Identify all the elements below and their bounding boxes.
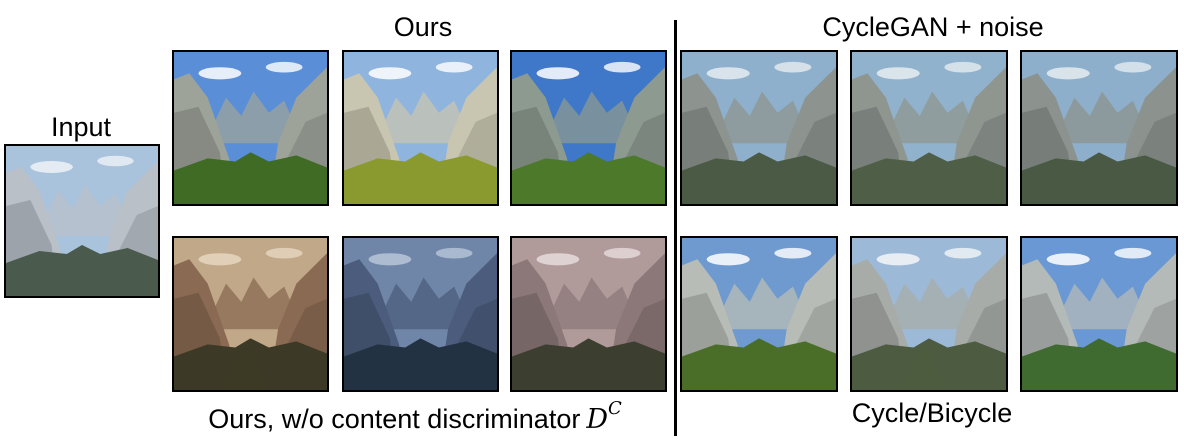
landscape-scene [512,52,665,204]
landscape-scene [344,238,497,390]
landscape-scene [174,238,327,390]
ours-wo-image-1 [172,236,329,392]
cyclegan-noise-image-1 [680,50,838,206]
landscape-scene [682,52,836,204]
cycle-bicycle-image-1 [680,236,838,392]
landscape-scene [682,238,836,390]
ours-image-2 [342,50,499,206]
landscape-scene [1022,52,1176,204]
landscape-scene [1022,238,1176,390]
landscape-scene [6,146,158,296]
input-image [4,144,160,298]
landscape-scene [852,238,1006,390]
cyclegan-noise-image-3 [1020,50,1178,206]
cyclegan-noise-label: CycleGAN + noise [822,12,1044,42]
ours-without-content-discriminator-label: Ours, w/o content discriminator DC [150,398,680,435]
ours-wo-image-2 [342,236,499,392]
landscape-scene [852,52,1006,204]
column-divider [674,20,677,436]
input-label: Input [50,112,112,142]
cycle-bicycle-label: Cycle/Bicycle [851,398,1013,428]
cyclegan-noise-image-2 [850,50,1008,206]
landscape-scene [174,52,327,204]
landscape-scene [512,238,665,390]
cycle-bicycle-image-3 [1020,236,1178,392]
ours-label: Ours [393,12,453,42]
discriminator-symbol: DC [586,398,622,435]
ours-wo-image-3 [510,236,667,392]
ours-image-3 [510,50,667,206]
cycle-bicycle-image-2 [850,236,1008,392]
ours-image-1 [172,50,329,206]
ours-without-label-text: Ours, w/o content discriminator [208,404,581,434]
landscape-scene [344,52,497,204]
